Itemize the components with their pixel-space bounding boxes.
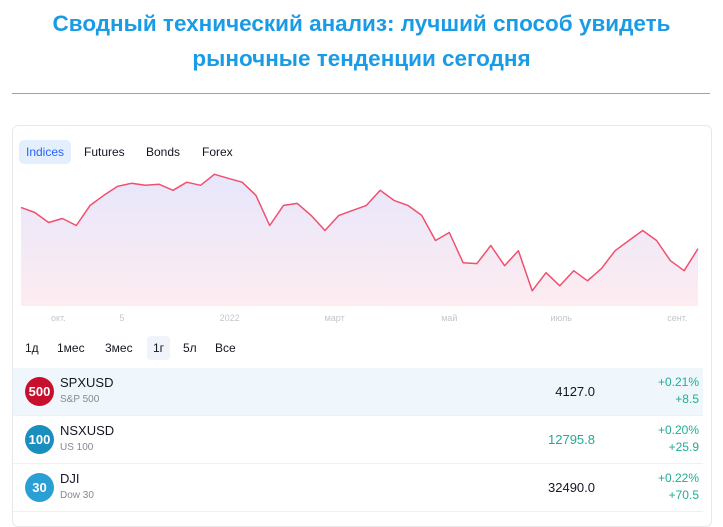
price: 4127.0 <box>555 384 595 399</box>
description: Dow 30 <box>60 490 94 501</box>
market-widget: окт. 5 2022 март май июль сент. Indices Futures… <box>12 125 712 527</box>
symbol: DJI <box>60 471 80 486</box>
tab[interactable]: Forex <box>202 145 233 159</box>
symbol: SPXUSD <box>60 375 114 390</box>
area <box>21 174 698 306</box>
x-tick-label: 2022 <box>220 313 240 323</box>
page: {"header": {"title": "Сводный технически… <box>12 11 712 527</box>
change-percent: +0.20% <box>657 423 699 437</box>
x-tick-label: 5 <box>119 313 124 323</box>
table-row[interactable]: 500 SPXUSD S&P 500 4127.0 +0.21% +8.5 <box>13 368 703 416</box>
change-percent: +0.22% <box>657 471 699 485</box>
change-percent: +0.21% <box>657 375 699 389</box>
x-tick-label: март <box>325 313 345 323</box>
page-title: Сводный технический анализ: лучший спосо… <box>52 11 671 71</box>
table-row[interactable]: 100 NSXUSD US 100 12795.8 +0.20% +25.9 <box>13 416 703 464</box>
range-button[interactable]: 3мес <box>105 341 133 355</box>
range-button[interactable]: 1г <box>147 336 171 360</box>
symbol-badge: 100 <box>25 425 54 454</box>
change: +25.9 <box>668 440 699 454</box>
change: +8.5 <box>675 392 699 406</box>
tab[interactable]: Indices <box>19 140 72 164</box>
symbol-badge: 500 <box>25 377 54 406</box>
symbol-badge: 30 <box>25 473 54 502</box>
table-row[interactable]: 30 DJI Dow 30 32490.0 +0.22% +70.5 <box>13 464 703 512</box>
description: US 100 <box>60 442 94 453</box>
x-tick-label: сент. <box>667 313 687 323</box>
x-tick-label: окт. <box>51 313 66 323</box>
tab[interactable]: Futures <box>84 145 125 159</box>
description: S&P 500 <box>60 394 100 405</box>
chart: окт. 5 2022 март май июль сент. <box>20 173 699 323</box>
tab[interactable]: Bonds <box>146 145 181 159</box>
price-line <box>20 173 699 292</box>
divider <box>12 93 710 94</box>
range-button[interactable]: 1д <box>25 341 39 355</box>
price: 32490.0 <box>548 480 595 495</box>
x-tick-label: май <box>441 313 457 323</box>
range-button[interactable]: 1мес <box>57 341 85 355</box>
range-button[interactable]: 5л <box>183 341 197 355</box>
x-tick-label: июль <box>550 313 572 323</box>
change: +70.5 <box>668 488 699 502</box>
range-button[interactable]: Все <box>215 341 236 355</box>
price: 12795.8 <box>548 432 595 447</box>
symbol: NSXUSD <box>60 423 115 438</box>
